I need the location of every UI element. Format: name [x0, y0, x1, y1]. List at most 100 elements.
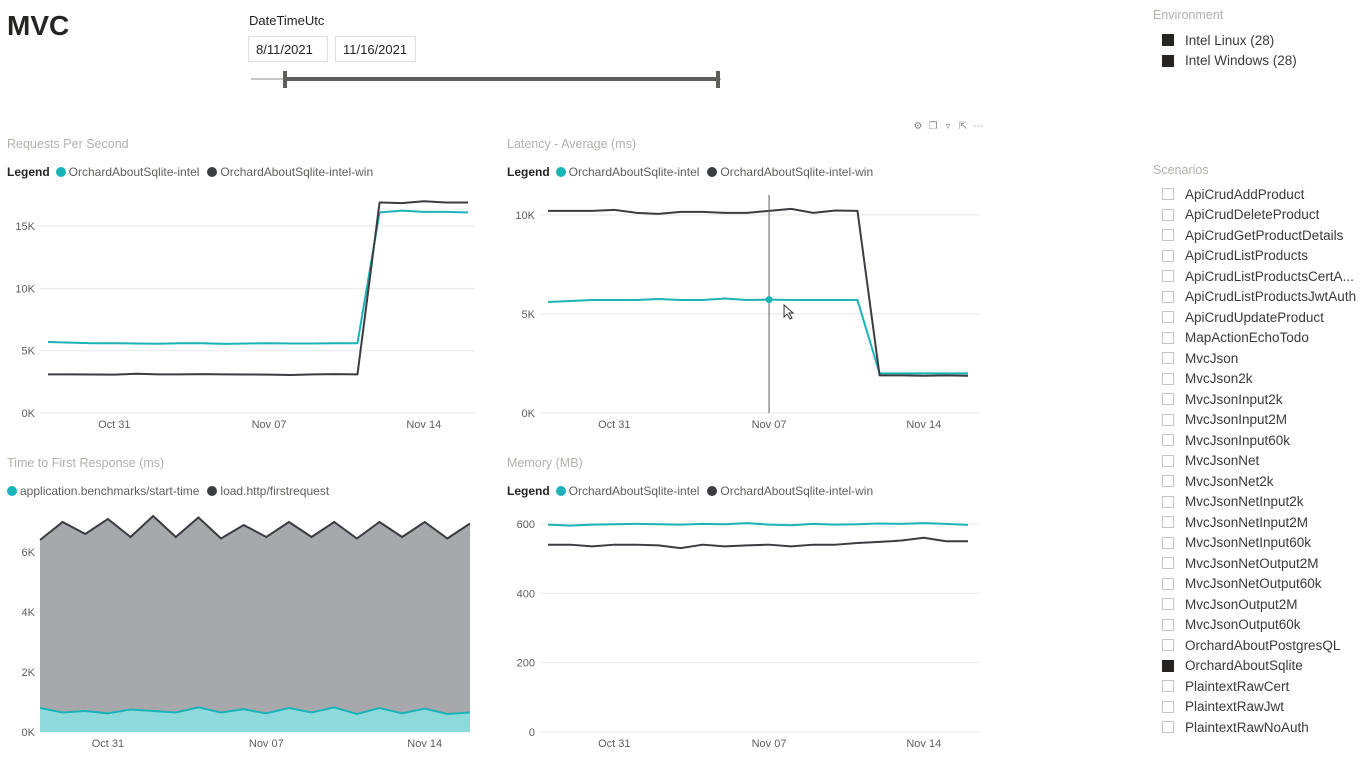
legend-item[interactable]: OrchardAboutSqlite-intel: [55, 165, 199, 179]
checkbox[interactable]: [1162, 495, 1174, 508]
checkbox[interactable]: [1162, 577, 1174, 590]
legend-item[interactable]: OrchardAboutSqlite-intel: [555, 165, 699, 179]
scenario-item[interactable]: MvcJsonOutput2M: [1162, 594, 1363, 615]
legend-item[interactable]: OrchardAboutSqlite-intel-win: [207, 165, 373, 179]
checkbox[interactable]: [1162, 557, 1174, 570]
checkbox[interactable]: [1162, 372, 1174, 385]
legend-label: application.benchmarks/start-time: [20, 484, 200, 498]
scenario-item[interactable]: ApiCrudAddProduct: [1162, 184, 1363, 205]
start-date-input[interactable]: 8/11/2021: [248, 36, 328, 62]
checkbox[interactable]: [1162, 208, 1174, 221]
legend-item[interactable]: OrchardAboutSqlite-intel: [555, 484, 699, 498]
scenario-item[interactable]: MvcJsonNet2k: [1162, 471, 1363, 492]
chart-requests-per-second[interactable]: 0K 5K 10K 15K Oct 31 Nov 07 Nov 14: [0, 185, 490, 435]
checkbox[interactable]: [1162, 413, 1174, 426]
environment-item[interactable]: Intel Linux (28): [1162, 30, 1297, 51]
checkbox[interactable]: [1162, 639, 1174, 652]
scenario-item[interactable]: PlaintextRawCert: [1162, 676, 1363, 697]
scenario-item[interactable]: ApiCrudGetProductDetails: [1162, 225, 1363, 246]
checkbox[interactable]: [1162, 721, 1174, 734]
more-options-icon[interactable]: ⋯: [973, 121, 983, 132]
series-line-1[interactable]: [48, 200, 468, 377]
y-tick-label: 10K: [15, 283, 35, 295]
legend-item[interactable]: application.benchmarks/start-time: [7, 484, 199, 498]
checkbox[interactable]: [1162, 270, 1174, 283]
hover-point[interactable]: [765, 296, 773, 304]
series-line-1[interactable]: [548, 207, 969, 377]
scenario-item[interactable]: MvcJsonInput60k: [1162, 430, 1363, 451]
environment-item[interactable]: Intel Windows (28): [1162, 51, 1297, 72]
scenarios-slicer-title: Scenarios: [1153, 163, 1209, 177]
end-date-input[interactable]: 11/16/2021: [335, 36, 416, 62]
checkbox[interactable]: [1162, 434, 1174, 447]
chart-latency-average[interactable]: 0K 5K 10K Oct 31 Nov 07 Nov 14: [500, 185, 990, 435]
scenario-item[interactable]: OrchardAboutPostgresQL: [1162, 635, 1363, 656]
legend-label: OrchardAboutSqlite-intel-win: [220, 165, 374, 179]
chart-time-to-first-response[interactable]: 0K 2K 4K 6K Oct 31 Nov 07 Nov 14: [0, 505, 490, 755]
scenario-item[interactable]: OrchardAboutSqlite: [1162, 656, 1363, 677]
checkbox[interactable]: [1162, 188, 1174, 201]
checkbox[interactable]: [1162, 475, 1174, 488]
checkbox[interactable]: [1162, 249, 1174, 262]
scenario-item[interactable]: ApiCrudDeleteProduct: [1162, 205, 1363, 226]
checkbox[interactable]: [1162, 598, 1174, 611]
y-tick-label: 400: [517, 588, 535, 600]
scenario-item[interactable]: ApiCrudListProductsJwtAuth: [1162, 287, 1363, 308]
scenario-item[interactable]: MvcJsonNetInput60k: [1162, 533, 1363, 554]
scenario-item[interactable]: MapActionEchoTodo: [1162, 328, 1363, 349]
pin-icon[interactable]: ⚙: [913, 121, 923, 132]
legend-item[interactable]: OrchardAboutSqlite-intel-win: [707, 484, 873, 498]
scenario-item[interactable]: MvcJsonNetOutput60k: [1162, 574, 1363, 595]
chart-memory[interactable]: 0 200 400 600 Oct 31 Nov 07 Nov 14: [500, 505, 990, 755]
checkbox[interactable]: [1162, 311, 1174, 324]
checkbox[interactable]: [1162, 229, 1174, 242]
date-slider-start-handle[interactable]: [283, 71, 287, 88]
date-slider-end-handle[interactable]: [716, 71, 720, 88]
series-line-0[interactable]: [547, 522, 969, 527]
checkbox[interactable]: [1162, 680, 1174, 693]
scenario-item[interactable]: ApiCrudListProducts: [1162, 246, 1363, 267]
checkbox[interactable]: [1162, 618, 1174, 631]
copy-icon[interactable]: ❐: [928, 121, 938, 132]
series-line-1[interactable]: [548, 536, 968, 550]
scenario-item[interactable]: MvcJson2k: [1162, 369, 1363, 390]
legend-item[interactable]: load.http/firstrequest: [207, 484, 329, 498]
scenario-item-label: MvcJsonNet2k: [1185, 473, 1274, 489]
legend-item[interactable]: OrchardAboutSqlite-intel-win: [707, 165, 873, 179]
scenario-item[interactable]: MvcJsonInput2M: [1162, 410, 1363, 431]
scenario-item[interactable]: MvcJsonNet: [1162, 451, 1363, 472]
checkbox[interactable]: [1162, 516, 1174, 529]
checkbox[interactable]: [1162, 536, 1174, 549]
x-tick-label: Oct 31: [598, 738, 630, 750]
checkbox[interactable]: [1162, 393, 1174, 406]
scenario-item[interactable]: MvcJsonNetOutput2M: [1162, 553, 1363, 574]
scenario-item[interactable]: ApiCrudListProductsCertA...: [1162, 266, 1363, 287]
checkbox[interactable]: [1162, 454, 1174, 467]
legend-dot: [7, 486, 17, 496]
scenario-item-label: MvcJsonOutput60k: [1185, 617, 1301, 633]
scenario-item[interactable]: MvcJsonInput2k: [1162, 389, 1363, 410]
checkbox-checked[interactable]: [1162, 34, 1174, 47]
scenario-item[interactable]: ApiCrudUpdateProduct: [1162, 307, 1363, 328]
checkbox-checked[interactable]: [1162, 659, 1174, 672]
scenario-item-label: MvcJsonNetOutput2M: [1185, 555, 1319, 571]
scenario-item[interactable]: MvcJsonNetInput2M: [1162, 512, 1363, 533]
series-line-0[interactable]: [39, 514, 471, 541]
checkbox[interactable]: [1162, 331, 1174, 344]
scenario-item-label: MvcJsonInput2k: [1185, 391, 1283, 407]
checkbox[interactable]: [1162, 352, 1174, 365]
series-line-1[interactable]: [39, 706, 471, 716]
scenario-item[interactable]: MvcJsonOutput60k: [1162, 615, 1363, 636]
series-line-0[interactable]: [47, 209, 469, 345]
checkbox[interactable]: [1162, 290, 1174, 303]
y-tick-label: 4K: [22, 607, 36, 619]
filter-icon[interactable]: ▿: [945, 121, 951, 132]
series-line-0[interactable]: [547, 297, 968, 375]
scenario-item[interactable]: PlaintextRawJwt: [1162, 697, 1363, 718]
scenario-item[interactable]: PlaintextRawNoAuth: [1162, 717, 1363, 738]
scenario-item[interactable]: MvcJsonNetInput2k: [1162, 492, 1363, 513]
scenario-item[interactable]: MvcJson: [1162, 348, 1363, 369]
checkbox[interactable]: [1162, 700, 1174, 713]
checkbox-checked[interactable]: [1162, 54, 1174, 67]
focus-mode-icon[interactable]: ⇱: [958, 121, 968, 132]
